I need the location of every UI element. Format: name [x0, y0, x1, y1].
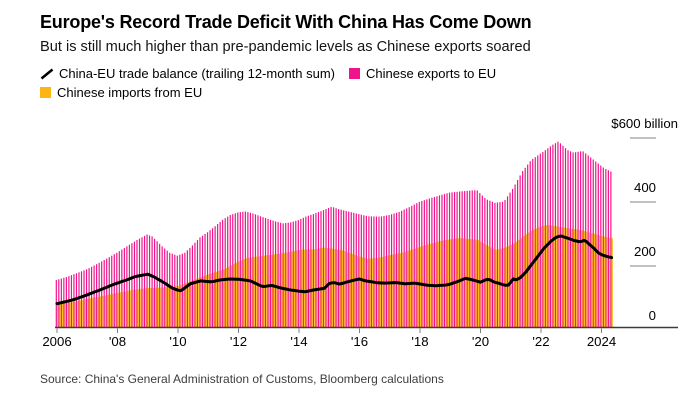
- svg-text:2006: 2006: [42, 334, 71, 349]
- svg-text:'18: '18: [411, 334, 428, 349]
- y-axis: $600 billion 400 200 0: [611, 116, 678, 323]
- page-title: Europe's Record Trade Deficit With China…: [40, 12, 532, 32]
- exports-bars: [55, 141, 612, 327]
- svg-text:2024: 2024: [587, 334, 616, 349]
- svg-text:200: 200: [634, 244, 656, 259]
- svg-text:'22: '22: [532, 334, 549, 349]
- legend-item-exports: Chinese exports to EU: [349, 66, 496, 81]
- legend-row-1: China-EU trade balance (trailing 12-mont…: [40, 64, 510, 83]
- svg-text:'08: '08: [109, 334, 126, 349]
- source-note: Source: China's General Administration o…: [40, 372, 444, 386]
- legend-row-2: Chinese imports from EU: [40, 83, 510, 102]
- legend-label-trade-balance: China-EU trade balance (trailing 12-mont…: [59, 66, 336, 81]
- imports-swatch-icon: [40, 87, 51, 98]
- legend-label-exports: Chinese exports to EU: [366, 66, 497, 81]
- page-subtitle: But is still much higher than pre-pandem…: [40, 39, 531, 55]
- trade-balance-line-icon: [40, 67, 54, 80]
- svg-text:'12: '12: [230, 334, 247, 349]
- exports-swatch-icon: [349, 68, 361, 79]
- trade-balance-line: [55, 234, 614, 306]
- svg-text:'20: '20: [472, 334, 489, 349]
- svg-text:$600 billion: $600 billion: [611, 116, 678, 131]
- imports-bars: [57, 225, 613, 327]
- legend-item-imports: Chinese imports from EU: [40, 85, 202, 100]
- legend: China-EU trade balance (trailing 12-mont…: [40, 64, 510, 102]
- svg-text:'16: '16: [351, 334, 368, 349]
- legend-item-trade-balance: China-EU trade balance (trailing 12-mont…: [40, 66, 335, 81]
- svg-text:0: 0: [649, 308, 656, 323]
- svg-text:400: 400: [634, 180, 656, 195]
- svg-text:'10: '10: [169, 334, 186, 349]
- x-axis: 2006 '08 '10 '12 '14 '16 '18 '20 '22 2024: [42, 326, 678, 349]
- svg-text:'14: '14: [290, 334, 307, 349]
- legend-label-imports: Chinese imports from EU: [57, 85, 203, 100]
